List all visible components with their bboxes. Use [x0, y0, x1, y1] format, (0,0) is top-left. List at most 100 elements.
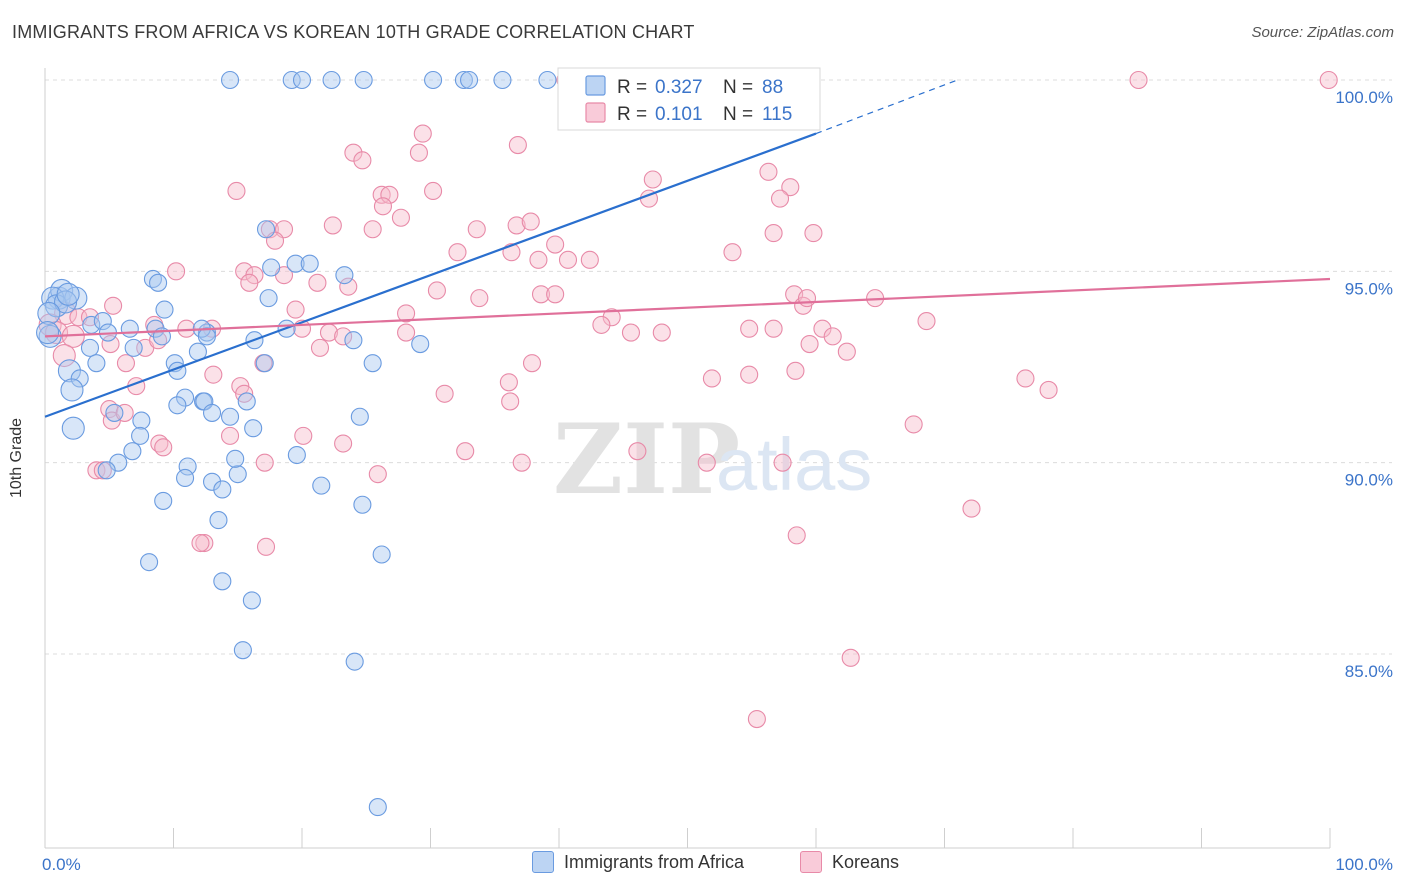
- korean-point: [397, 304, 416, 323]
- legend-swatch-koreans: [800, 851, 822, 873]
- korean-point: [235, 262, 254, 281]
- korean-point: [363, 220, 382, 239]
- africa-point: [286, 254, 305, 273]
- korean-point: [220, 426, 240, 445]
- korean-point: [697, 453, 716, 472]
- korean-point: [773, 453, 792, 472]
- korean-point: [204, 365, 223, 384]
- korean-point: [1016, 369, 1035, 388]
- stats-swatch: [585, 75, 606, 96]
- korean-point: [52, 343, 76, 368]
- stats-r-label: R =: [617, 104, 647, 125]
- korean-point: [93, 461, 112, 480]
- legend-label-africa: Immigrants from Africa: [564, 851, 745, 872]
- korean-point: [652, 323, 671, 342]
- africa-point: [140, 553, 159, 572]
- africa-point: [459, 70, 479, 90]
- korean-point: [512, 453, 531, 472]
- stats-r-value: 0.327: [655, 77, 703, 98]
- africa-point: [154, 491, 173, 510]
- korean-point: [546, 235, 565, 254]
- korean-point: [435, 384, 454, 403]
- korean-point: [115, 403, 134, 422]
- y-axis-label: 10th Grade: [8, 417, 25, 499]
- korean-point: [1039, 380, 1058, 400]
- korean-point: [260, 220, 279, 239]
- africa-point: [233, 641, 252, 660]
- africa-point: [124, 338, 143, 357]
- africa-point: [36, 321, 60, 345]
- data-points: [36, 70, 1338, 817]
- africa-point: [350, 407, 369, 426]
- africa-point: [220, 407, 240, 426]
- chart-source: Source: ZipAtlas.com: [1251, 24, 1394, 41]
- africa-point: [345, 652, 364, 671]
- korean-point: [723, 243, 742, 262]
- korean-point: [167, 262, 186, 281]
- africa-point: [300, 254, 319, 273]
- stats-n-value: 88: [762, 77, 783, 98]
- africa-point: [213, 572, 232, 591]
- korean-point: [804, 224, 823, 243]
- africa-point: [37, 301, 61, 325]
- africa-point: [56, 282, 80, 306]
- korean-point: [962, 499, 981, 518]
- trend-lines: [44, 79, 1331, 418]
- africa-point: [259, 289, 278, 308]
- korean-point: [501, 392, 520, 411]
- korean-point: [759, 162, 778, 181]
- africa-point: [262, 258, 281, 277]
- korean-point: [380, 185, 399, 204]
- gridlines: [45, 79, 1392, 655]
- africa-point: [197, 327, 216, 346]
- x-tick-label: 100.0%: [1335, 855, 1393, 874]
- y-tick-label: 100.0%: [1335, 88, 1393, 107]
- korean-point: [372, 185, 391, 204]
- legend-item-africa[interactable]: Immigrants from Africa: [532, 851, 744, 873]
- africa-point: [131, 426, 150, 445]
- africa-point: [132, 411, 151, 430]
- korean-point: [427, 281, 446, 300]
- korean-point: [323, 216, 342, 235]
- africa-point: [87, 354, 106, 373]
- korean-point: [424, 181, 443, 201]
- africa-point: [312, 476, 331, 495]
- korean-point: [764, 224, 783, 243]
- korean-point: [508, 136, 527, 155]
- x-tick-label: 0.0%: [42, 855, 81, 874]
- watermark-zip: ZIP: [553, 403, 740, 516]
- africa-point: [203, 403, 222, 422]
- africa-point: [287, 445, 306, 465]
- africa-point: [353, 495, 372, 514]
- korean-point: [764, 319, 783, 338]
- korean-point: [470, 289, 489, 308]
- africa-point: [176, 468, 195, 488]
- africa-point: [454, 70, 473, 90]
- korean-point: [308, 273, 327, 292]
- korean-point: [770, 189, 790, 208]
- korean-point: [602, 308, 621, 327]
- korean-trend-line: [44, 277, 1331, 338]
- legend-swatch-africa: [532, 851, 554, 873]
- korean-point: [628, 442, 647, 461]
- africa-point: [335, 266, 354, 285]
- korean-point: [413, 124, 432, 143]
- africa-point: [228, 465, 247, 484]
- africa-point: [255, 354, 274, 373]
- korean-point: [339, 277, 358, 296]
- korean-point: [521, 212, 540, 231]
- africa-trend-extension: [815, 79, 958, 135]
- stats-r-value: 0.101: [655, 104, 703, 125]
- korean-point: [546, 285, 565, 304]
- korean-point: [255, 453, 274, 472]
- africa-point: [493, 70, 512, 90]
- korean-point: [580, 250, 599, 269]
- korean-point: [1319, 70, 1338, 90]
- korean-point: [558, 250, 578, 269]
- korean-point: [529, 250, 548, 269]
- korean-point: [522, 354, 542, 373]
- africa-point: [80, 338, 100, 357]
- legend-item-koreans[interactable]: Koreans: [800, 851, 899, 873]
